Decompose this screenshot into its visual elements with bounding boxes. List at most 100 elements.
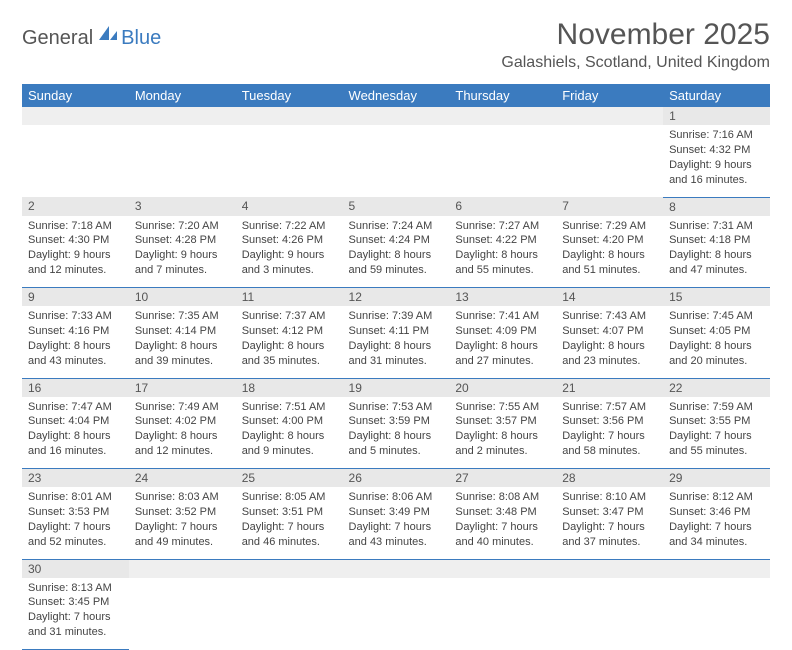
- day-cell: [556, 578, 663, 650]
- sunrise-text: Sunrise: 7:27 AM: [455, 219, 550, 234]
- daynum-row: 2345678: [22, 197, 770, 216]
- day-details: Sunrise: 8:08 AMSunset: 3:48 PMDaylight:…: [449, 487, 556, 553]
- daylight-text: Daylight: 8 hours: [349, 248, 444, 263]
- location: Galashiels, Scotland, United Kingdom: [501, 54, 770, 72]
- sunrise-text: Sunrise: 8:12 AM: [669, 490, 764, 505]
- day-details: Sunrise: 7:47 AMSunset: 4:04 PMDaylight:…: [22, 397, 129, 463]
- sunrise-text: Sunrise: 8:10 AM: [562, 490, 657, 505]
- daylight-text: and 37 minutes.: [562, 535, 657, 550]
- day-details: Sunrise: 8:03 AMSunset: 3:52 PMDaylight:…: [129, 487, 236, 553]
- daylight-text: Daylight: 7 hours: [669, 429, 764, 444]
- day-number: [449, 559, 556, 578]
- day-cell: Sunrise: 7:49 AMSunset: 4:02 PMDaylight:…: [129, 397, 236, 469]
- day-details: Sunrise: 7:37 AMSunset: 4:12 PMDaylight:…: [236, 306, 343, 372]
- day-details: Sunrise: 7:45 AMSunset: 4:05 PMDaylight:…: [663, 306, 770, 372]
- daylight-text: and 7 minutes.: [135, 263, 230, 278]
- daylight-text: Daylight: 8 hours: [28, 339, 123, 354]
- logo-text-blue: Blue: [121, 27, 161, 50]
- daylight-text: and 55 minutes.: [455, 263, 550, 278]
- day-details: Sunrise: 8:05 AMSunset: 3:51 PMDaylight:…: [236, 487, 343, 553]
- sunset-text: Sunset: 4:00 PM: [242, 414, 337, 429]
- sail-icon: [97, 24, 119, 47]
- daylight-text: and 40 minutes.: [455, 535, 550, 550]
- day-cell: Sunrise: 8:12 AMSunset: 3:46 PMDaylight:…: [663, 487, 770, 559]
- title-block: November 2025 Galashiels, Scotland, Unit…: [501, 18, 770, 72]
- sunrise-text: Sunrise: 7:20 AM: [135, 219, 230, 234]
- day-details: Sunrise: 7:35 AMSunset: 4:14 PMDaylight:…: [129, 306, 236, 372]
- day-cell: [556, 125, 663, 197]
- sunset-text: Sunset: 4:18 PM: [669, 233, 764, 248]
- day-header: Tuesday: [236, 84, 343, 107]
- day-header: Friday: [556, 84, 663, 107]
- daylight-text: Daylight: 8 hours: [669, 248, 764, 263]
- day-number: [663, 559, 770, 578]
- day-cell: Sunrise: 7:47 AMSunset: 4:04 PMDaylight:…: [22, 397, 129, 469]
- sunset-text: Sunset: 4:20 PM: [562, 233, 657, 248]
- daylight-text: Daylight: 8 hours: [135, 429, 230, 444]
- day-number: [236, 559, 343, 578]
- sunset-text: Sunset: 3:57 PM: [455, 414, 550, 429]
- daylight-text: and 12 minutes.: [135, 444, 230, 459]
- day-number: 21: [556, 378, 663, 397]
- daylight-text: Daylight: 7 hours: [135, 520, 230, 535]
- sunset-text: Sunset: 3:49 PM: [349, 505, 444, 520]
- day-cell: [129, 578, 236, 650]
- daylight-text: Daylight: 9 hours: [669, 158, 764, 173]
- day-number: [343, 559, 450, 578]
- daylight-text: and 47 minutes.: [669, 263, 764, 278]
- day-details: Sunrise: 7:16 AMSunset: 4:32 PMDaylight:…: [663, 125, 770, 191]
- day-cell: [663, 578, 770, 650]
- sunrise-text: Sunrise: 8:13 AM: [28, 581, 123, 596]
- daylight-text: Daylight: 8 hours: [349, 429, 444, 444]
- day-cell: Sunrise: 7:53 AMSunset: 3:59 PMDaylight:…: [343, 397, 450, 469]
- daynum-row: 16171819202122: [22, 378, 770, 397]
- daylight-text: and 9 minutes.: [242, 444, 337, 459]
- day-cell: Sunrise: 7:22 AMSunset: 4:26 PMDaylight:…: [236, 216, 343, 288]
- day-details: Sunrise: 7:22 AMSunset: 4:26 PMDaylight:…: [236, 216, 343, 282]
- day-header: Saturday: [663, 84, 770, 107]
- day-number: 28: [556, 469, 663, 488]
- sunset-text: Sunset: 4:11 PM: [349, 324, 444, 339]
- sunset-text: Sunset: 4:32 PM: [669, 143, 764, 158]
- day-header: Sunday: [22, 84, 129, 107]
- day-number: 11: [236, 288, 343, 307]
- sunrise-text: Sunrise: 7:57 AM: [562, 400, 657, 415]
- sunset-text: Sunset: 4:12 PM: [242, 324, 337, 339]
- daylight-text: and 59 minutes.: [349, 263, 444, 278]
- daylight-text: and 12 minutes.: [28, 263, 123, 278]
- day-cell: Sunrise: 8:05 AMSunset: 3:51 PMDaylight:…: [236, 487, 343, 559]
- logo-text-general: General: [22, 27, 93, 50]
- day-details: Sunrise: 8:01 AMSunset: 3:53 PMDaylight:…: [22, 487, 129, 553]
- daylight-text: and 43 minutes.: [28, 354, 123, 369]
- daylight-text: Daylight: 9 hours: [28, 248, 123, 263]
- day-cell: Sunrise: 7:45 AMSunset: 4:05 PMDaylight:…: [663, 306, 770, 378]
- day-details: Sunrise: 7:31 AMSunset: 4:18 PMDaylight:…: [663, 216, 770, 282]
- daylight-text: Daylight: 7 hours: [562, 520, 657, 535]
- day-cell: Sunrise: 7:57 AMSunset: 3:56 PMDaylight:…: [556, 397, 663, 469]
- day-number: 15: [663, 288, 770, 307]
- sunrise-text: Sunrise: 7:16 AM: [669, 128, 764, 143]
- day-number: 8: [663, 197, 770, 216]
- daylight-text: and 52 minutes.: [28, 535, 123, 550]
- day-number: [556, 559, 663, 578]
- day-cell: Sunrise: 8:10 AMSunset: 3:47 PMDaylight:…: [556, 487, 663, 559]
- sunrise-text: Sunrise: 8:01 AM: [28, 490, 123, 505]
- day-number: 2: [22, 197, 129, 216]
- daylight-text: Daylight: 8 hours: [242, 429, 337, 444]
- daylight-text: Daylight: 8 hours: [455, 339, 550, 354]
- sunrise-text: Sunrise: 7:31 AM: [669, 219, 764, 234]
- daylight-text: Daylight: 8 hours: [669, 339, 764, 354]
- sunrise-text: Sunrise: 7:18 AM: [28, 219, 123, 234]
- day-number: 27: [449, 469, 556, 488]
- day-number: [449, 107, 556, 125]
- daylight-text: Daylight: 7 hours: [455, 520, 550, 535]
- daylight-text: Daylight: 7 hours: [562, 429, 657, 444]
- sunset-text: Sunset: 4:09 PM: [455, 324, 550, 339]
- week-row: Sunrise: 8:01 AMSunset: 3:53 PMDaylight:…: [22, 487, 770, 559]
- day-details: Sunrise: 7:20 AMSunset: 4:28 PMDaylight:…: [129, 216, 236, 282]
- daylight-text: and 2 minutes.: [455, 444, 550, 459]
- day-header-row: Sunday Monday Tuesday Wednesday Thursday…: [22, 84, 770, 107]
- day-cell: [449, 125, 556, 197]
- day-cell: Sunrise: 7:33 AMSunset: 4:16 PMDaylight:…: [22, 306, 129, 378]
- day-number: 4: [236, 197, 343, 216]
